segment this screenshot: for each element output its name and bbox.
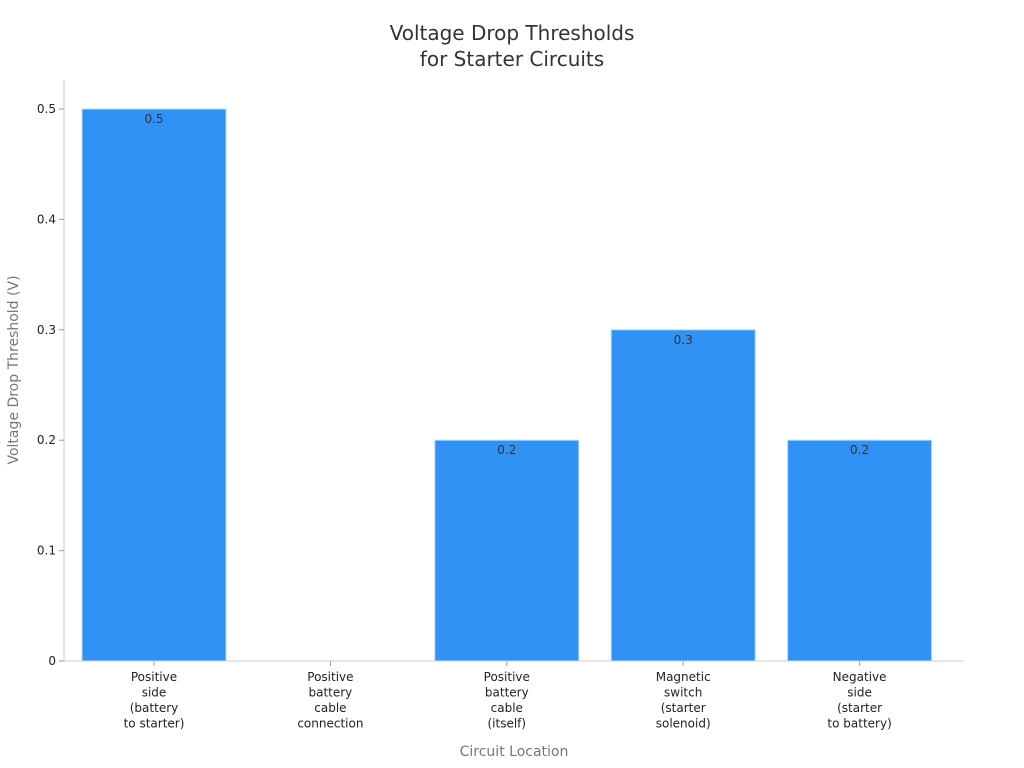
x-tick-label: Negative	[833, 670, 887, 684]
y-tick-label: 0.1	[37, 544, 56, 558]
x-axis-label: Circuit Location	[460, 744, 569, 760]
x-tick-label: battery	[485, 686, 529, 700]
y-tick-label: 0.4	[37, 212, 56, 226]
bar-value-label: 0.2	[850, 443, 869, 457]
x-tick-label: (itself)	[487, 717, 526, 731]
x-tick-label: Positive	[484, 670, 530, 684]
x-tick-label: switch	[664, 686, 702, 700]
x-tick-label: side	[142, 686, 167, 700]
x-tick-label: (battery	[130, 701, 178, 715]
bar-value-label: 0.2	[497, 443, 516, 457]
bar	[610, 329, 756, 662]
bar	[787, 439, 933, 662]
x-tick-label: cable	[314, 701, 346, 715]
x-tick-label: Positive	[131, 670, 177, 684]
x-tick-label: (starter	[837, 701, 882, 715]
y-tick-label: 0.5	[37, 102, 56, 116]
x-tick-label: side	[847, 686, 872, 700]
x-tick-label: Positive	[307, 670, 353, 684]
y-axis: 0 0.1 0.2 0.3 0.4 0.5	[37, 80, 65, 668]
chart-title-line: for Starter Circuits	[420, 47, 604, 71]
x-tick-label: to starter)	[124, 717, 185, 731]
bars	[81, 108, 933, 662]
y-axis-label: Voltage Drop Threshold (V)	[6, 275, 22, 464]
bar-value-label: 0.3	[674, 333, 693, 347]
x-tick-label: solenoid)	[656, 717, 711, 731]
x-tick-label: (starter	[661, 701, 706, 715]
y-tick-label: 0	[48, 654, 56, 668]
bar	[81, 108, 227, 662]
bar-value-label: 0.5	[144, 112, 163, 126]
x-tick-label: battery	[308, 686, 352, 700]
data-labels: 0.5 0.2 0.3 0.2	[144, 112, 869, 457]
y-tick-label: 0.2	[37, 433, 56, 447]
x-tick-label: connection	[297, 717, 363, 731]
x-tick-label: cable	[491, 701, 523, 715]
y-tick-label: 0.3	[37, 323, 56, 337]
bar	[434, 439, 580, 662]
x-tick-label: to battery)	[827, 717, 891, 731]
chart-title-line: Voltage Drop Thresholds	[390, 21, 635, 45]
x-tick-label: Magnetic	[656, 670, 711, 684]
